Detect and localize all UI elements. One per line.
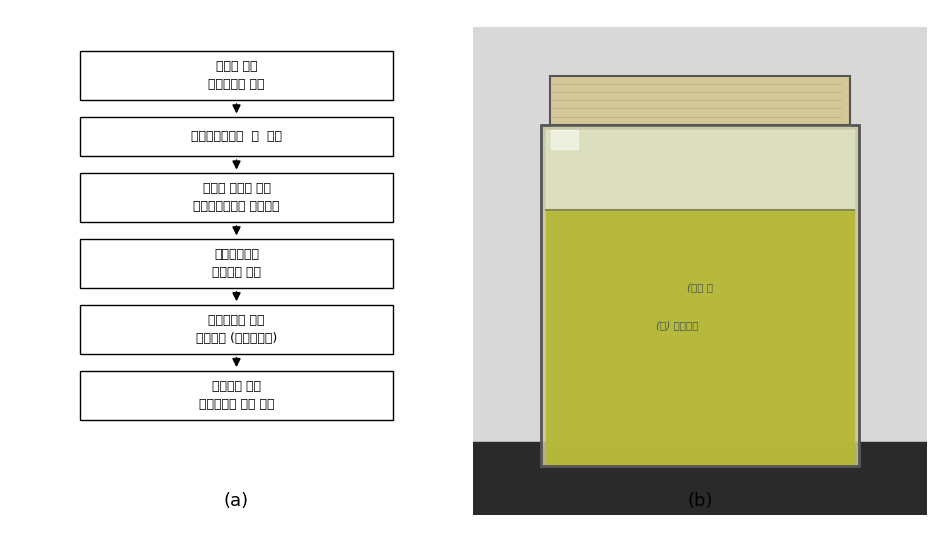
Bar <box>551 76 850 125</box>
Text: 유리전이온도
이상으로 가열: 유리전이온도 이상으로 가열 <box>212 248 261 279</box>
Text: 원심력에 의한
폴리에틸렌 수지 분리: 원심력에 의한 폴리에틸렌 수지 분리 <box>199 380 274 411</box>
FancyBboxPatch shape <box>79 371 394 420</box>
Text: 용매에 의한
젤리성분의 용해: 용매에 의한 젤리성분의 용해 <box>208 60 265 92</box>
Text: 폴리에틸렌 수지
점성변화 (비결정상태): 폴리에틸렌 수지 점성변화 (비결정상태) <box>196 314 277 345</box>
Text: (젤리 용: (젤리 용 <box>687 282 713 292</box>
FancyBboxPatch shape <box>79 51 394 100</box>
Bar <box>541 125 859 466</box>
Bar <box>541 125 859 466</box>
FancyBboxPatch shape <box>79 305 394 354</box>
FancyBboxPatch shape <box>79 239 394 288</box>
Text: (a): (a) <box>224 492 249 510</box>
Bar <box>473 442 927 515</box>
Text: (b): (b) <box>688 492 712 510</box>
Text: (젤) 젤리분리: (젤) 젤리분리 <box>657 320 698 330</box>
Bar <box>546 130 854 210</box>
FancyBboxPatch shape <box>79 117 394 156</box>
Text: 젤리계면에서의  막  형성: 젤리계면에서의 막 형성 <box>191 131 282 143</box>
Bar <box>551 76 850 125</box>
Bar <box>473 27 927 456</box>
Text: 용액의 교반에 의한
케이블로부터의 젤리분리: 용액의 교반에 의한 케이블로부터의 젤리분리 <box>193 182 280 214</box>
FancyBboxPatch shape <box>79 173 394 222</box>
Bar <box>546 210 854 466</box>
Bar <box>551 130 578 149</box>
